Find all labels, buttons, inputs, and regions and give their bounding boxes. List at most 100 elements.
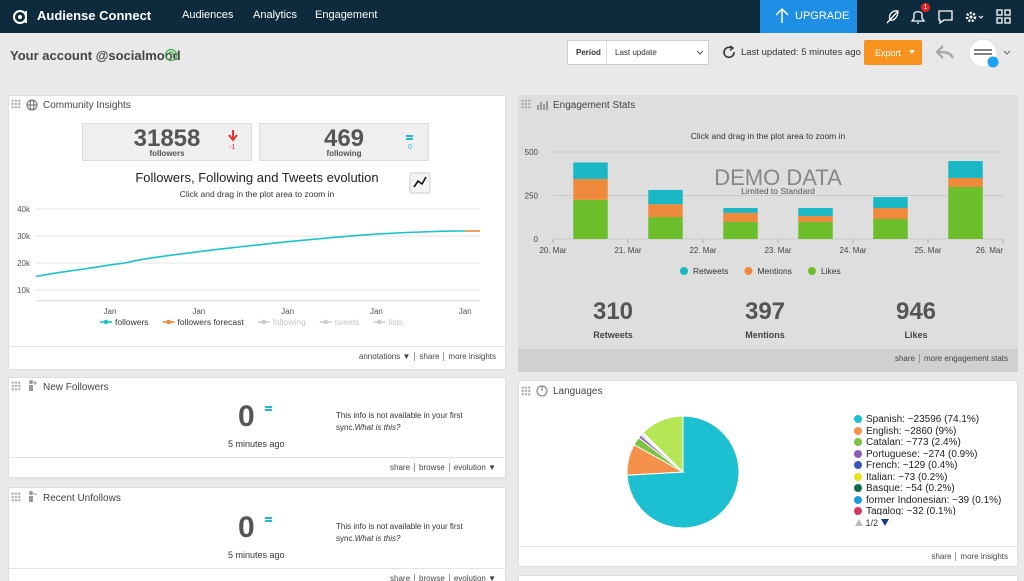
bar-segment [873,197,908,209]
footer-link[interactable]: share [414,352,444,361]
drag-handle[interactable] [11,381,21,391]
globe-icon [26,99,38,111]
pager-up[interactable] [855,519,863,526]
legend-label[interactable]: Mentions [757,266,792,276]
period-select[interactable]: Period Last update [567,40,709,65]
person-icon [29,491,37,502]
total-label: Retweets [593,330,633,340]
legend-label: Basque: ~54 (0.2%) [866,483,955,494]
note: This info is not available in your first… [336,521,476,545]
chart-title: Click and drag in the plot area to zoom … [691,131,846,141]
bar-segment [723,221,758,239]
pager-down[interactable] [880,519,889,526]
help-icon[interactable] [164,48,178,62]
legend-item[interactable]: English: ~2860 (9%) [854,426,1014,438]
logo[interactable] [10,6,32,28]
equal-icon [265,406,272,408]
y-tick-label: 20k [17,259,31,268]
export-button[interactable]: Export [864,40,922,65]
legend-label: Spanish: ~23596 (74.1%) [866,414,980,425]
legend-label[interactable]: Retweets [693,266,728,276]
legend-item[interactable]: Basque: ~54 (0.2%) [854,483,1014,495]
time: 5 minutes ago [228,439,285,449]
pie-icon [536,385,548,397]
footer-link[interactable]: annotations ▼ [358,352,411,361]
x-tick-label: Jan [104,307,117,316]
legend-label[interactable]: followers forecast [178,317,245,327]
legend-label[interactable]: Likes [821,266,841,276]
note-link[interactable]: What is this? [354,534,401,543]
pie-slice [642,415,684,474]
legend-marker [103,319,109,325]
count: 0 [238,400,255,433]
panel-title: Languages [553,386,603,397]
bar-segment [798,216,833,222]
footer-link[interactable]: evolution ▼ [448,463,500,472]
upgrade-button[interactable]: UPGRADE [760,0,857,33]
x-tick-label: 21. Mar [614,246,641,255]
nav-icons[interactable] [884,8,1024,26]
upgrade-icon [775,8,789,23]
legend-item[interactable]: Tagalog: ~32 (0.1%) [854,506,1014,515]
legend-item[interactable]: Italian: ~73 (0.2%) [854,472,1014,484]
note-link[interactable]: What is this? [354,423,401,432]
drag-handle[interactable] [11,99,21,109]
total-value: 946 [895,298,937,325]
zoom-icon [413,176,427,188]
footer-link[interactable]: more insights [443,352,500,361]
legend-item[interactable]: French: ~129 (0.4%) [854,460,1014,472]
note: This info is not available in your first… [336,410,476,434]
y-tick-label: 500 [525,148,539,157]
recent-unfollows-panel [8,487,506,581]
drag-handle[interactable] [521,386,531,396]
bar-segment [648,189,683,205]
legend-item[interactable]: former Indonesian: ~39 (0.1%) [854,495,1014,507]
nav-link[interactable]: Engagement [315,9,378,21]
footer-link[interactable]: browse [414,574,449,581]
footer-link[interactable]: share [390,574,411,581]
legend-label[interactable]: followers [115,317,149,327]
note-text: This info is not available in your first… [336,522,463,543]
legend-item[interactable]: Portuguese: ~274 (0.9%) [854,449,1014,461]
nav-link[interactable]: Analytics [253,9,298,21]
footer-link[interactable]: share [390,463,411,472]
equal-icon [406,135,413,137]
legend-label[interactable]: following [273,317,306,327]
stat-label: following [326,149,362,158]
footer-link[interactable]: evolution ▼ [448,574,500,581]
drag-handle[interactable] [11,492,21,502]
legend-item[interactable]: Catalan: ~773 (2.4%) [854,437,1014,449]
time: 5 minutes ago [228,550,285,560]
count: 0 [238,511,255,544]
legend-label[interactable]: tweets [335,317,360,327]
brand[interactable]: Audiense Connect [37,8,152,23]
drag-handle[interactable] [521,99,531,109]
legend-pager[interactable]: 1/2 [855,518,889,528]
footer-link[interactable]: share [931,552,952,561]
avatar[interactable] [966,38,1018,70]
bar-segment [948,161,983,178]
footer-link[interactable]: more engagement stats [918,354,1012,363]
x-tick-label: Jan [370,307,383,316]
account-title: Your account @socialmood [10,48,181,63]
x-tick-label: 24. Mar [839,246,866,255]
legend-item[interactable]: Spanish: ~23596 (74.1%) [854,414,1014,426]
nav-link[interactable]: Audiences [182,9,234,21]
back-icon[interactable] [935,44,955,60]
bar-segment [573,199,608,239]
total: 310 Retweets [553,298,673,340]
panel-title: Engagement Stats [553,100,636,111]
legend-label[interactable]: lists [388,317,403,327]
legend-marker [854,461,862,469]
pie-chart [626,415,740,529]
new-followers-panel [8,377,506,478]
footer-link[interactable]: more insights [955,552,1012,561]
equal-icon [265,517,272,519]
panel-footer: share browse evolution ▼ [8,457,506,478]
refresh-icon[interactable] [722,45,737,60]
total-label: Likes [904,330,928,340]
footer-link[interactable]: browse [414,463,449,472]
total-label: Mentions [745,330,785,340]
footer-link[interactable]: share [894,354,915,363]
legend-marker [854,449,862,458]
